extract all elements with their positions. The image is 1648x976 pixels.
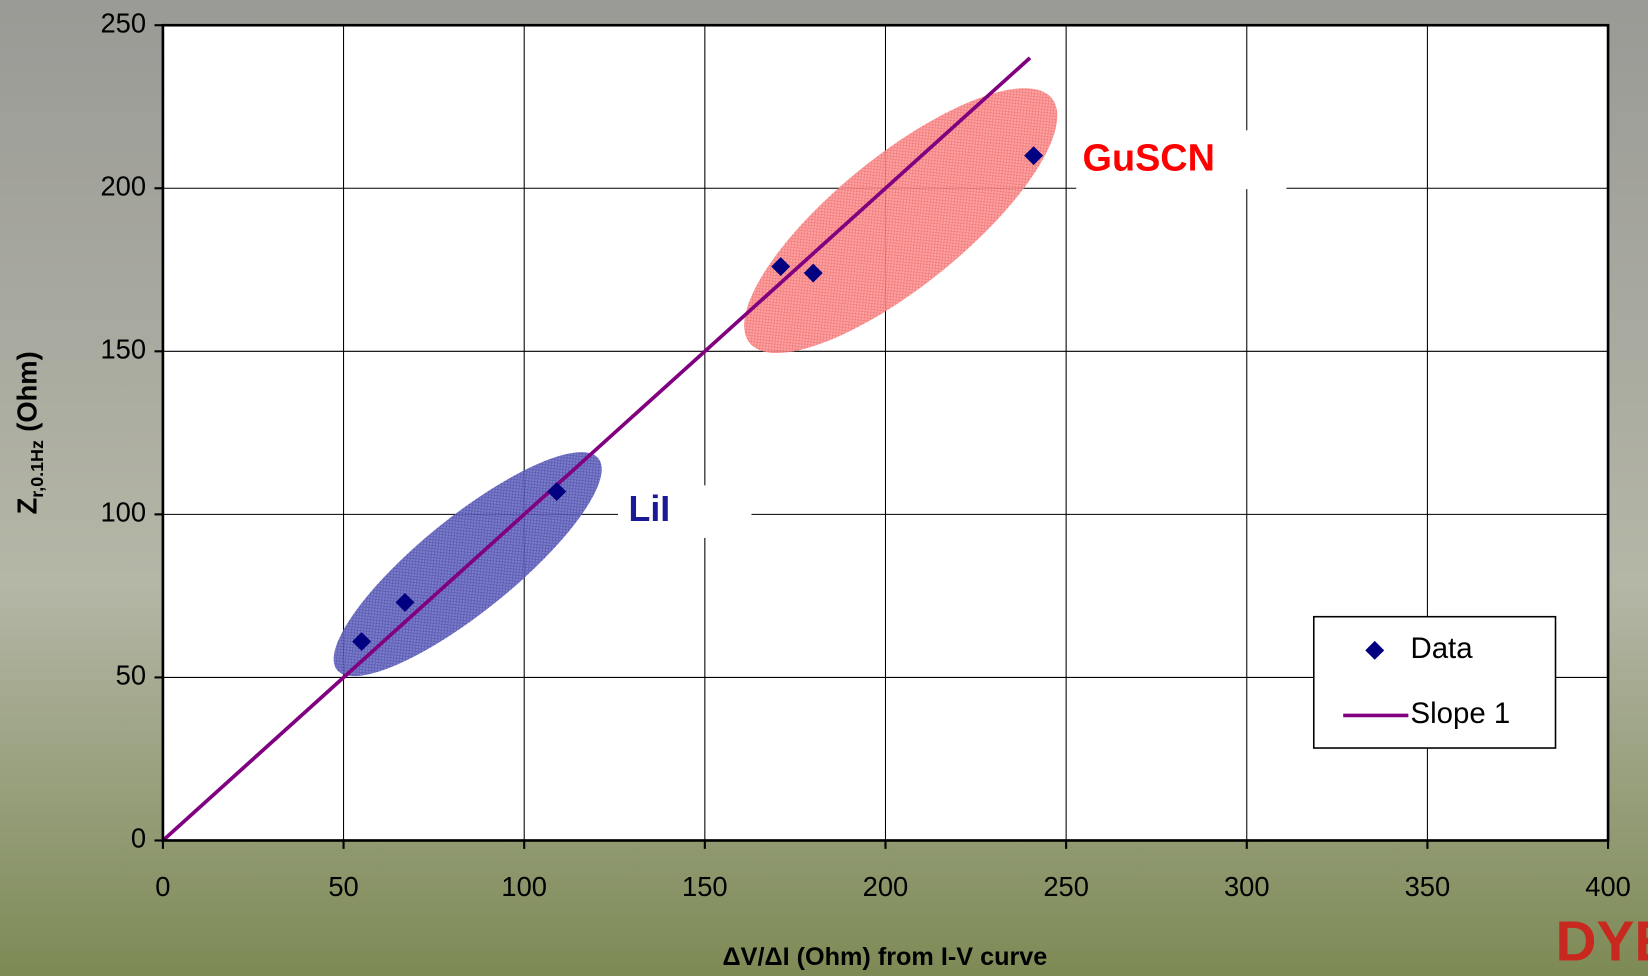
x-tick-label: 0	[155, 871, 170, 902]
y-tick-label: 50	[116, 660, 146, 691]
label-box	[1076, 130, 1287, 190]
x-tick-label: 300	[1224, 871, 1270, 902]
plot-frame	[161, 23, 1610, 842]
x-tick-label: 400	[1585, 871, 1631, 902]
y-label-main: Z	[12, 498, 43, 515]
x-tick-label: 150	[682, 871, 728, 902]
x-tick-label: 350	[1405, 871, 1451, 902]
y-axis-label: Zr,0.1Hz (Ohm)	[12, 351, 47, 514]
legend-box	[1312, 615, 1557, 749]
y-tick-label: 150	[101, 334, 147, 365]
y-tick-label: 200	[101, 170, 147, 201]
x-tick-label: 250	[1043, 871, 1089, 902]
data-point	[547, 482, 567, 501]
x-axis-label: ΔV/ΔI (Ohm) from I-V curve	[723, 943, 1048, 971]
data-point	[395, 592, 415, 612]
y-tick-label: 250	[101, 7, 147, 38]
data-point	[352, 632, 372, 652]
x-tick-label: 100	[501, 871, 547, 902]
x-tick-label: 50	[328, 871, 358, 902]
label-box	[618, 485, 752, 538]
y-label-unit: (Ohm)	[12, 351, 43, 431]
logo: DYES	[1556, 911, 1648, 974]
y-tick-label: 100	[101, 497, 147, 528]
annotation: GuSCN	[1083, 138, 1215, 180]
legend-swatch	[1365, 640, 1385, 660]
legend: Data Slope 1	[1312, 615, 1557, 749]
legend-label: Slope 1	[1410, 697, 1510, 730]
y-label-subscript: r,0.1Hz	[27, 440, 47, 498]
x-tick-label: 200	[863, 871, 909, 902]
y-tick-label: 0	[131, 823, 146, 854]
annotation: LiI	[629, 489, 671, 529]
line-series	[161, 56, 1032, 842]
guscn-region	[744, 88, 1058, 353]
legend-label: Data	[1410, 632, 1473, 665]
